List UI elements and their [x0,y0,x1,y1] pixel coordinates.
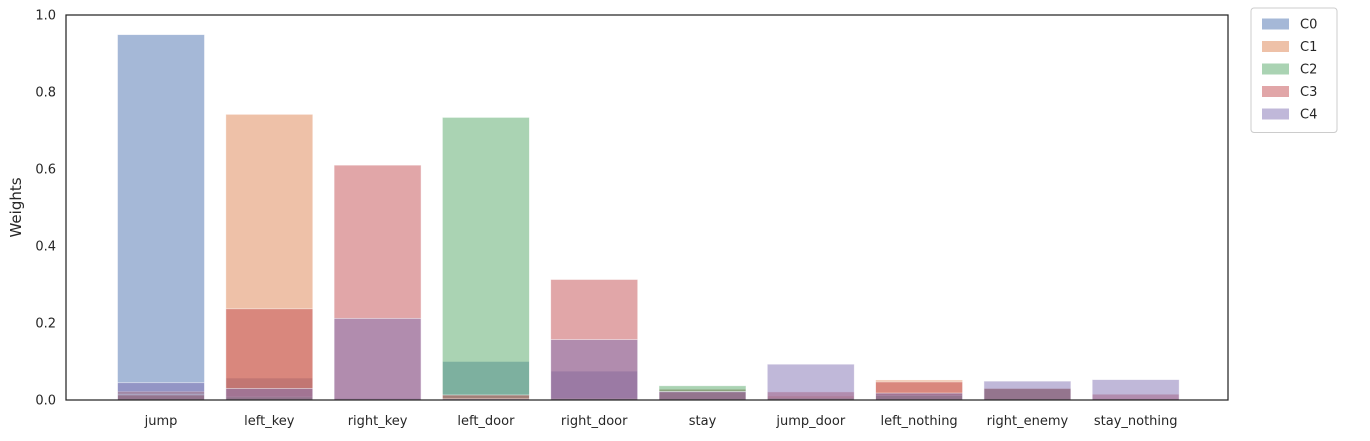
x-tick-label: jump [144,414,178,429]
bar-c4-stay-nothing [1091,379,1180,401]
x-tick-label: left_key [244,414,295,429]
legend-label-c2: C2 [1300,63,1317,78]
y-tick-label: 0.0 [35,394,56,409]
x-tick-label: stay_nothing [1094,414,1178,429]
bar-c0-jump [117,34,205,401]
bar-c4-jump [117,382,205,401]
bar-c3-left-key [225,308,314,401]
x-tick-label: right_door [561,414,628,429]
y-axis-label: Weights [7,177,25,237]
bars-layer [117,34,1180,401]
legend-swatch-c2 [1262,63,1289,75]
series-c4 [117,317,1180,401]
x-axis-ticks: jump left_key right_key left_door right_door… [144,414,1178,429]
x-tick-label: right_enemy [987,414,1069,429]
legend-label-c0: C0 [1300,18,1317,33]
bar-c4-jump-door [766,363,855,401]
y-tick-label: 0.6 [35,163,56,178]
x-tick-label: jump_door [775,414,845,429]
legend-label-c4: C4 [1300,108,1317,123]
legend: C0 C1 C2 C3 C4 [1250,7,1338,133]
y-axis-ticks: 0.0 0.2 0.4 0.6 0.8 1.0 [35,9,56,409]
y-tick-label: 0.4 [35,240,56,255]
legend-swatch-c3 [1262,86,1289,97]
x-tick-label: stay [689,414,717,429]
legend-frame [1250,7,1338,133]
y-tick-label: 0.2 [35,317,56,332]
x-tick-label: right_key [348,414,408,429]
bar-c4-right-key [333,317,422,401]
x-tick-label: left_door [457,414,515,429]
legend-label-c1: C1 [1300,40,1317,55]
legend-label-c3: C3 [1300,85,1317,100]
y-tick-label: 1.0 [35,9,56,24]
bar-c4-right-door [550,339,639,401]
y-tick-label: 0.8 [35,86,56,101]
legend-swatch-c4 [1262,108,1289,120]
bar-c4-stay [658,391,747,401]
bar-c4-left-key [225,388,314,401]
bar-c2-left-door [441,117,530,401]
legend-swatch-c0 [1262,18,1289,30]
bar-c4-right-enemy [983,380,1072,401]
bar-c4-left-nothing [875,392,963,401]
legend-swatch-c1 [1262,41,1289,52]
plot-frame [65,14,1229,401]
x-tick-label: left_nothing [881,414,958,429]
